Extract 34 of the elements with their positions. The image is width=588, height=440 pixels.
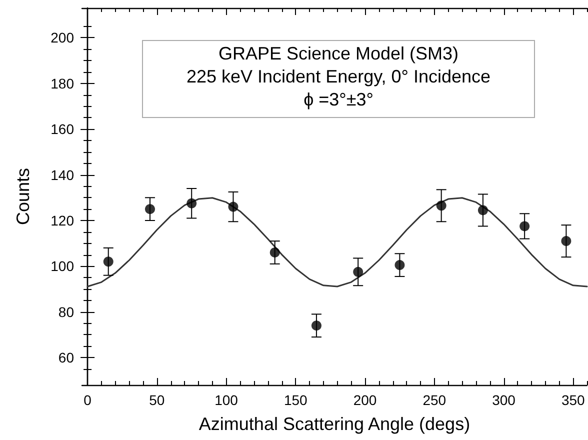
point: [353, 266, 364, 277]
point: [270, 247, 280, 258]
point: [186, 198, 197, 208]
annotation: 225 keV Incident Energy, 0° Incidence: [186, 66, 491, 86]
y-tick-label: 160: [50, 121, 74, 138]
line-series: [86, 197, 588, 288]
point: [561, 236, 572, 246]
annotation: ϕ =3°±3°: [304, 90, 374, 110]
point: [311, 320, 322, 331]
y-tick-label: 120: [50, 212, 74, 228]
x-tick-label: 250: [422, 392, 446, 408]
y-tick-label: 100: [50, 258, 74, 274]
point: [478, 205, 488, 216]
y-tick-label: 200: [50, 30, 74, 46]
y-tick-label: 180: [50, 75, 74, 92]
x-tick-label: 50: [149, 392, 165, 408]
point: [228, 202, 238, 212]
x-tick-label: 300: [492, 392, 516, 408]
x-tick-label: 150: [284, 392, 308, 408]
annotation: GRAPE Science Model (SM3): [218, 44, 459, 64]
point: [144, 204, 155, 214]
y-axis-title: Counts: [13, 168, 33, 226]
y-tick-label: 140: [50, 166, 74, 183]
y-tick-label: 60: [58, 350, 74, 366]
x-axis-title: Azimuthal Scattering Angle (degs): [198, 414, 470, 434]
point: [520, 221, 530, 232]
x-tick-label: 0: [84, 392, 92, 408]
point: [436, 200, 446, 211]
x-tick-label: 100: [214, 392, 238, 408]
point: [394, 260, 405, 270]
x-tick-label: 350: [561, 392, 586, 408]
x-tick-label: 200: [353, 392, 377, 408]
point: [103, 256, 114, 267]
y-tick-label: 80: [58, 304, 74, 320]
